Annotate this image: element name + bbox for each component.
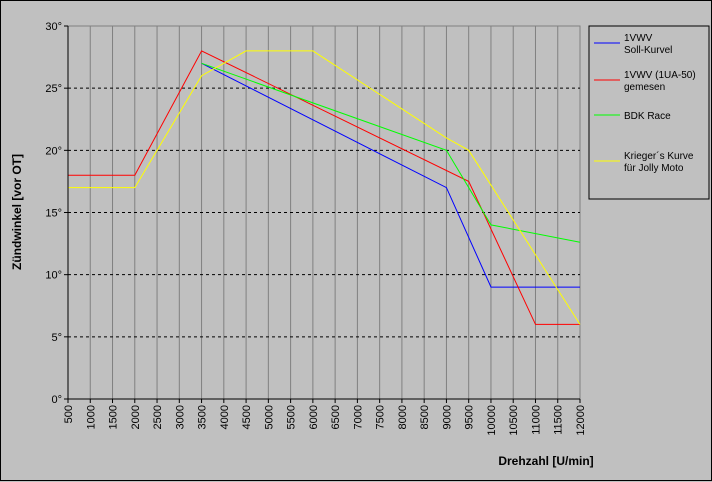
- x-tick-label: 7000: [352, 405, 364, 429]
- y-tick-label: 25°: [45, 83, 62, 95]
- series-line: [68, 50, 581, 325]
- x-tick-label: 8500: [419, 405, 431, 429]
- series-line: [201, 62, 581, 243]
- legend-label: BDK Race: [624, 111, 671, 122]
- x-axis-ticks: 500 1000 1500 2000 2500 3000 3500 4000 4500 5000 5…: [63, 399, 587, 436]
- x-tick-label: 12000: [575, 405, 587, 436]
- y-tick-label: 15°: [45, 208, 62, 220]
- x-tick-label: 6000: [308, 405, 320, 429]
- y-tick-label: 0°: [51, 394, 62, 406]
- x-tick-label: 2500: [152, 405, 164, 429]
- legend-label: gemesen: [624, 82, 665, 93]
- x-tick-label: 10000: [486, 405, 498, 436]
- x-axis-title: Drehzahl [U/min]: [498, 454, 593, 468]
- x-tick-label: 2000: [130, 405, 142, 429]
- y-tick-label: 10°: [45, 270, 62, 282]
- y-tick-label: 30°: [45, 21, 62, 33]
- legend-label: Krieger´s Kurve: [624, 150, 694, 162]
- y-tick-label: 20°: [45, 145, 62, 157]
- series-line: [201, 62, 580, 288]
- x-tick-label: 1500: [108, 405, 120, 429]
- x-tick-label: 1000: [85, 405, 97, 429]
- x-tick-label: 4000: [219, 405, 231, 429]
- legend-label: 1VWV: [624, 33, 653, 44]
- x-tick-label: 4500: [241, 405, 253, 429]
- x-tick-label: 6500: [330, 405, 342, 429]
- legend-label: 1VWV (1UA-50): [624, 70, 696, 81]
- x-tick-label: 5500: [286, 405, 298, 429]
- y-axis-ticks: 0° 5° 10° 15° 20° 25° 30°: [45, 21, 68, 406]
- series-line: [68, 50, 580, 325]
- x-tick-label: 5000: [263, 405, 275, 429]
- x-tick-label: 500: [63, 405, 75, 423]
- legend-label: Soll-Kurvel: [624, 45, 672, 56]
- legend-box: [588, 25, 710, 200]
- plot-area: [67, 25, 581, 400]
- legend-label: für Jolly Moto: [624, 163, 684, 174]
- series-lines: [68, 50, 581, 325]
- x-tick-label: 3500: [197, 405, 209, 429]
- y-tick-label: 5°: [51, 332, 62, 344]
- x-tick-label: 7500: [375, 405, 387, 429]
- horizontal-gridlines: [68, 87, 580, 338]
- x-tick-label: 11000: [530, 405, 542, 435]
- x-tick-label: 10500: [508, 405, 520, 436]
- y-axis-title: Zündwinkel [vor OT]: [10, 154, 24, 270]
- x-tick-label: 8000: [397, 405, 409, 429]
- x-tick-label: 9500: [464, 405, 476, 429]
- x-tick-label: 11500: [553, 405, 565, 435]
- x-tick-label: 9000: [441, 405, 453, 429]
- x-tick-label: 3000: [174, 405, 186, 429]
